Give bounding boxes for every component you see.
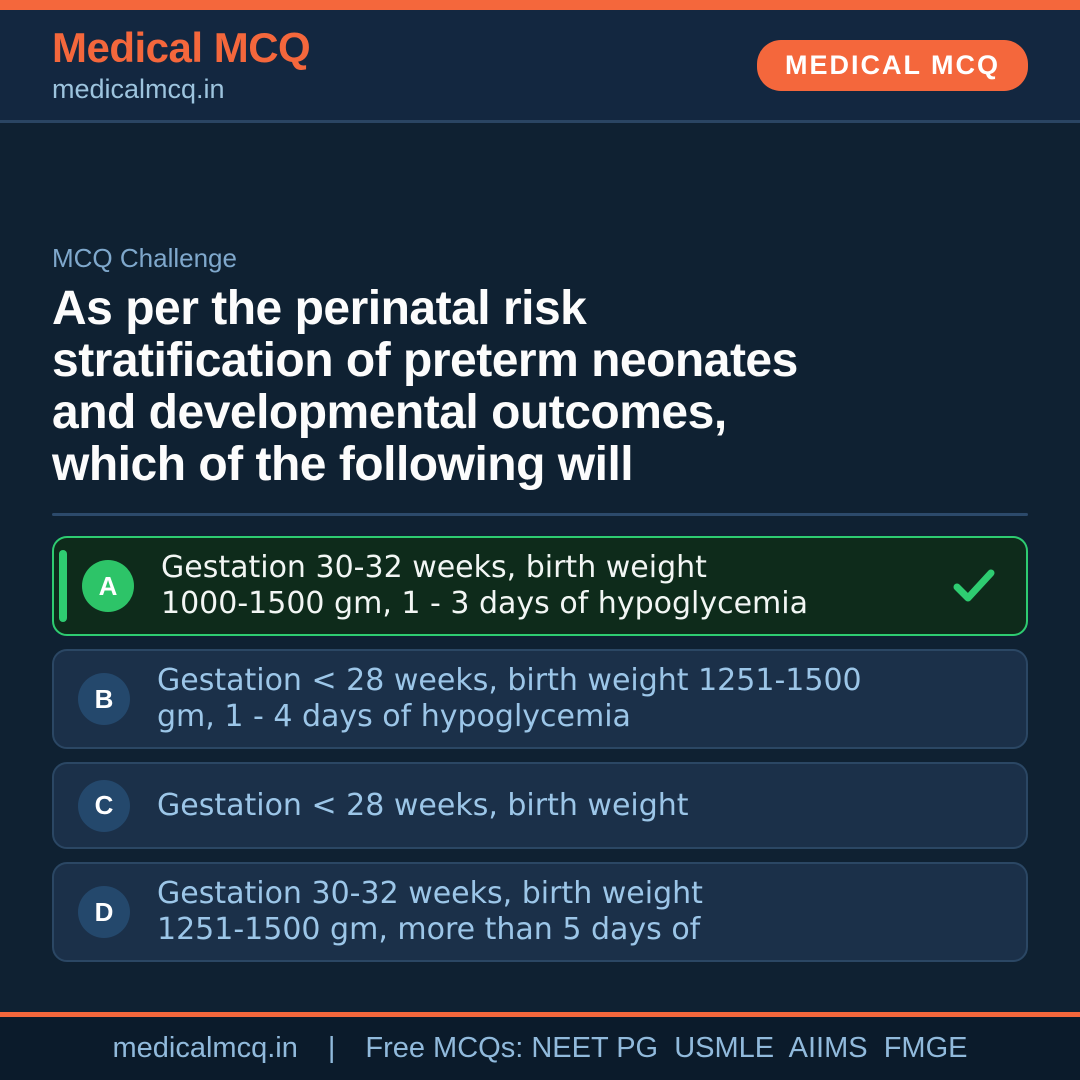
top-accent-bar [0,0,1080,10]
question-title: As per the perinatal risk stratification… [52,283,1028,491]
question-line: and developmental outcomes, [52,386,727,439]
question-divider [52,513,1028,516]
option-a[interactable]: A Gestation 30-32 weeks, birth weight 10… [52,536,1028,636]
options-list: A Gestation 30-32 weeks, birth weight 10… [52,536,1028,962]
main-content: MCQ Challenge As per the perinatal risk … [0,243,1080,962]
option-letter-badge: D [78,886,130,938]
option-text-line: Gestation 30-32 weeks, birth weight [157,876,703,911]
option-text-line: 1251-1500 gm, more than 5 days of [157,912,701,947]
option-letter-badge: C [78,779,130,832]
question-line: As per the perinatal risk [52,282,587,335]
option-text: Gestation 30-32 weeks, birth weight 1000… [161,550,808,622]
brand-title: Medical MCQ [52,24,311,72]
header: Medical MCQ medicalmcq.in MEDICAL MCQ [0,10,1080,123]
question-line: which of the following will [52,438,634,491]
footer-tagline: Free MCQs: NEET PG USMLE AIIMS FMGE [365,1032,968,1064]
option-text-line: Gestation < 28 weeks, birth weight [157,787,689,823]
option-text-line: Gestation 30-32 weeks, birth weight [161,550,707,585]
option-text-line: 1000-1500 gm, 1 - 3 days of hypoglycemia [161,586,808,621]
check-icon [952,568,1002,604]
footer-separator: | [327,1032,336,1064]
option-d[interactable]: D Gestation 30-32 weeks, birth weight 12… [52,862,1028,962]
brand-badge: MEDICAL MCQ [757,39,1028,91]
brand-block: Medical MCQ medicalmcq.in [52,24,311,104]
option-text: Gestation < 28 weeks, birth weight 1251-… [157,663,862,735]
option-letter-badge: B [78,673,130,725]
option-text-line: Gestation < 28 weeks, birth weight 1251-… [157,663,862,698]
question-line: stratification of preterm neonates [52,334,798,387]
option-letter-badge: A [82,560,134,612]
option-c[interactable]: C Gestation < 28 weeks, birth weight [52,762,1028,849]
option-text: Gestation < 28 weeks, birth weight [157,788,689,824]
option-text-line: gm, 1 - 4 days of hypoglycemia [157,699,631,734]
option-text: Gestation 30-32 weeks, birth weight 1251… [157,876,703,948]
option-b[interactable]: B Gestation < 28 weeks, birth weight 125… [52,649,1028,749]
footer-site-url: medicalmcq.in [112,1032,298,1064]
brand-site-url: medicalmcq.in [52,73,225,104]
footer: medicalmcq.in | Free MCQs: NEET PG USMLE… [0,1012,1080,1080]
mcq-challenge-label: MCQ Challenge [52,243,237,273]
